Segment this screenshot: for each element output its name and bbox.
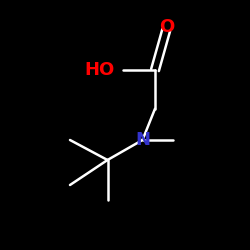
- Text: HO: HO: [85, 61, 115, 79]
- Text: O: O: [159, 18, 174, 36]
- Text: N: N: [135, 131, 150, 149]
